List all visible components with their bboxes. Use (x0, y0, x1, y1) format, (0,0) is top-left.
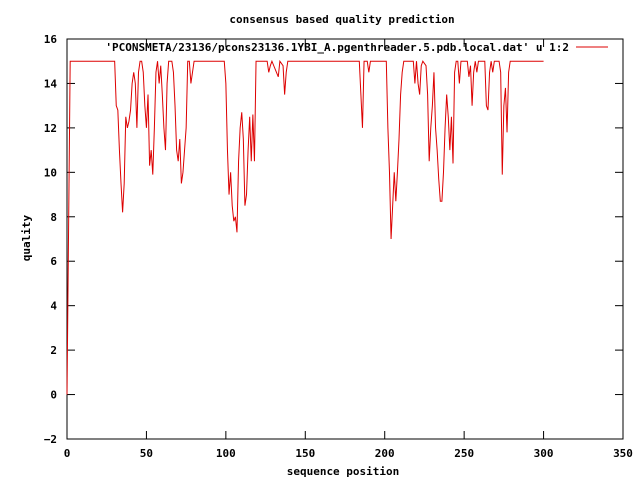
chart-title: consensus based quality prediction (229, 13, 454, 26)
x-tick-label: 250 (454, 447, 474, 460)
y-tick-label: 4 (50, 300, 57, 313)
y-tick-label: 6 (50, 255, 57, 268)
y-tick-label: 14 (44, 77, 58, 90)
y-tick-label: 0 (50, 389, 57, 402)
x-tick-label: 0 (64, 447, 71, 460)
x-tick-label: 350 (613, 447, 633, 460)
plot-frame (66, 38, 624, 440)
y-axis: −2 0 2 4 6 8 10 12 14 16 (44, 33, 623, 446)
y-tick-label: 16 (44, 33, 58, 46)
legend-label: 'PCONSMETA/23136/pcons23136.1YBI_A.pgent… (105, 41, 569, 54)
y-tick-label: −2 (44, 433, 57, 446)
series-line (66, 59, 544, 395)
x-tick-label: 100 (216, 447, 236, 460)
x-tick-label: 150 (295, 447, 315, 460)
x-tick-label: 50 (140, 447, 153, 460)
plot-border (66, 38, 624, 440)
legend: 'PCONSMETA/23136/pcons23136.1YBI_A.pgent… (105, 41, 608, 54)
y-tick-label: 8 (50, 211, 57, 224)
x-tick-label: 200 (375, 447, 395, 460)
x-axis: 0 50 100 150 200 250 300 350 (64, 39, 633, 460)
x-axis-label: sequence position (287, 465, 400, 478)
y-tick-label: 2 (50, 344, 57, 357)
y-axis-label: quality (20, 214, 33, 261)
series-layer (66, 59, 544, 395)
y-tick-label: 12 (44, 122, 57, 135)
y-tick-label: 10 (44, 166, 57, 179)
x-tick-label: 300 (534, 447, 554, 460)
